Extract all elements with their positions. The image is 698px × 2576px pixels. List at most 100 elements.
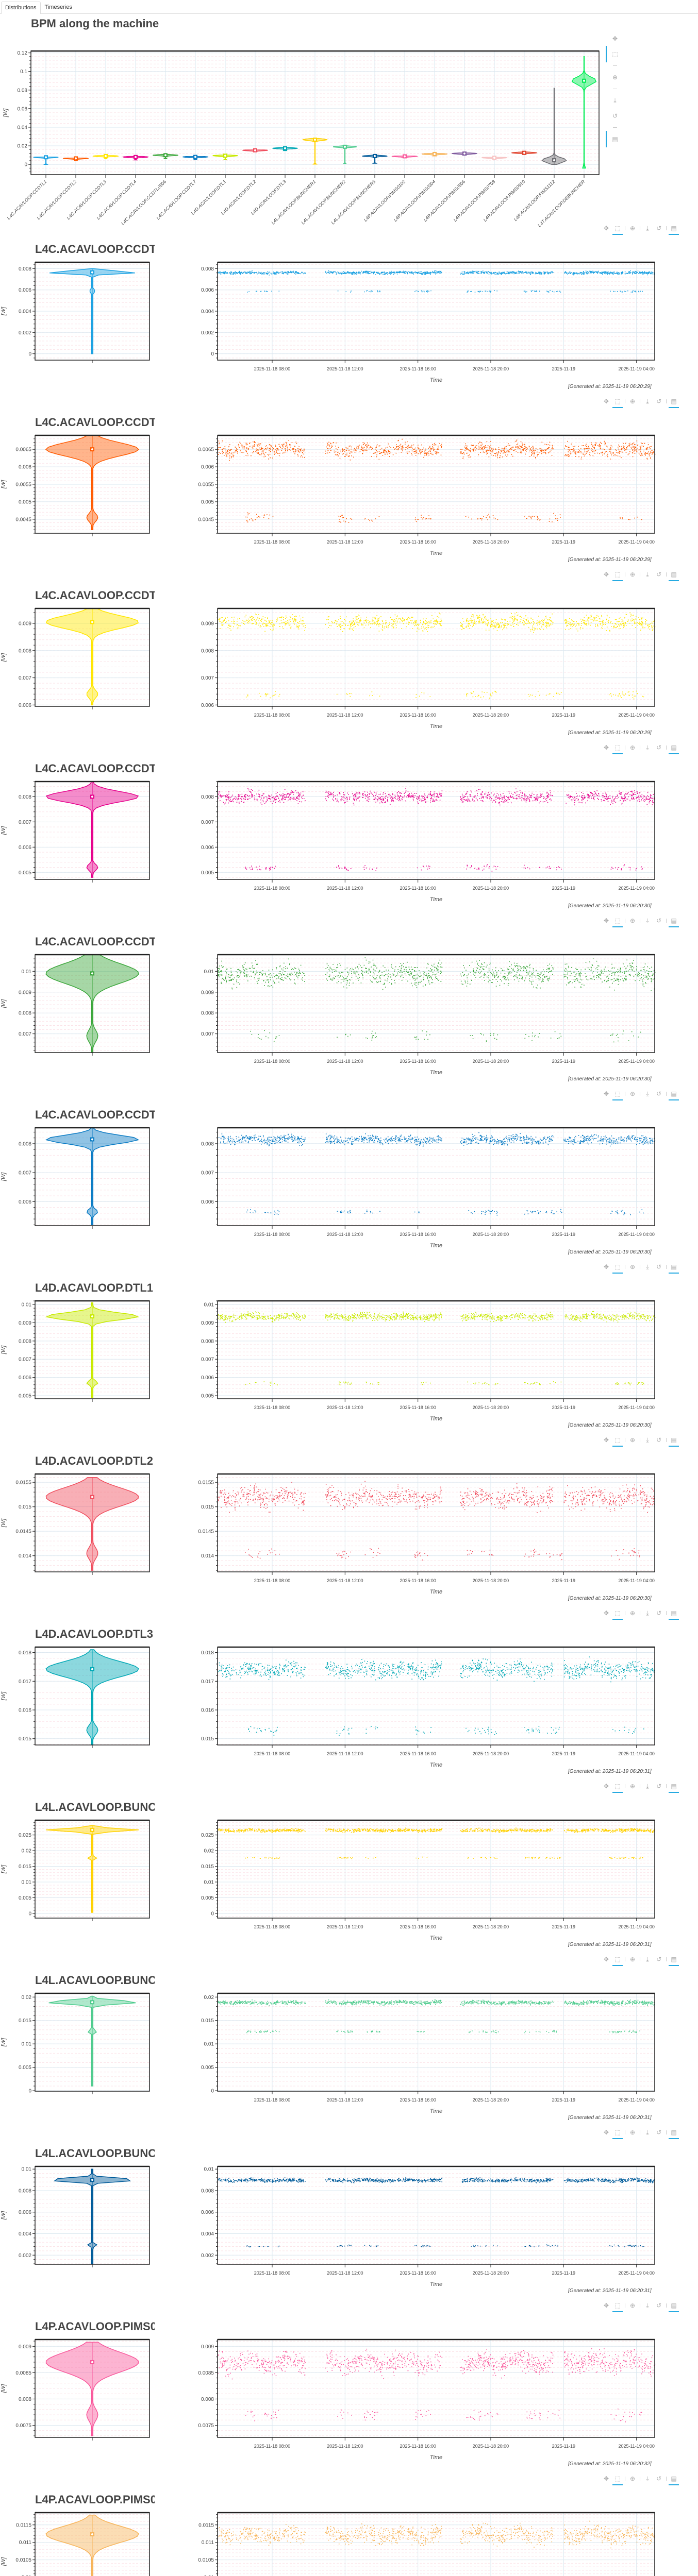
wheel-zoom-icon[interactable]: ⊕ [629, 225, 636, 232]
reset-icon[interactable]: ↺ [656, 1436, 662, 1444]
wheel-zoom-icon[interactable]: ⊕ [629, 1609, 636, 1617]
save-icon[interactable]: ⤓ [646, 743, 649, 751]
pan-icon[interactable]: ✥ [603, 1783, 609, 1790]
reset-icon[interactable]: ↺ [656, 2302, 662, 2309]
panel-plots[interactable]: 0 0.005 0.01 0.015 0.02 0.025 [W] 0 0.005 0.01 0.0… [0, 1774, 698, 1947]
timeseries-main-band[interactable] [218, 2520, 655, 2549]
save-icon[interactable]: ⤓ [646, 917, 649, 924]
wheel-zoom-icon[interactable]: ⊕ [629, 744, 636, 751]
pan-icon[interactable]: ✥ [603, 571, 609, 578]
hover-icon[interactable]: ▤ [606, 131, 619, 147]
box-zoom-icon[interactable]: ⬚ [612, 743, 623, 754]
panel-plots[interactable]: 0.0075 0.008 0.0085 0.009 [W] 0.0075 0.008 0.00… [0, 2293, 698, 2466]
timeseries-main-band[interactable] [218, 2177, 655, 2183]
timeseries-main-band[interactable] [218, 1481, 655, 1513]
reset-icon[interactable]: ↺ [656, 1783, 662, 1790]
timeseries-main-band[interactable] [218, 1132, 656, 1147]
box-zoom-icon[interactable]: ⬚ [612, 1955, 623, 1966]
pan-icon[interactable]: ✥ [603, 1436, 609, 1444]
pan-icon[interactable]: ✥ [603, 398, 609, 405]
reset-icon[interactable]: ↺ [656, 571, 662, 578]
wheel-zoom-icon[interactable]: ⊕ [629, 1956, 636, 1963]
reset-icon[interactable]: ↺ [612, 112, 618, 120]
save-icon[interactable]: ⤓ [646, 2475, 649, 2482]
box-zoom-icon[interactable]: ⬚ [612, 397, 623, 408]
save-icon[interactable]: ⤓ [646, 1609, 649, 1617]
timeseries-main-band[interactable] [218, 1999, 655, 2006]
pan-icon[interactable]: ✥ [603, 917, 609, 924]
pan-icon[interactable]: ✥ [603, 1090, 609, 1097]
box-zoom-icon[interactable]: ⬚ [612, 224, 623, 235]
reset-icon[interactable]: ↺ [656, 1263, 662, 1270]
wheel-zoom-icon[interactable]: ⊕ [629, 2475, 636, 2482]
save-icon[interactable]: ⤓ [646, 1955, 649, 1963]
timeseries-outliers[interactable] [245, 1548, 640, 1561]
hover-icon[interactable]: ▤ [669, 224, 679, 235]
box-zoom-icon[interactable]: ⬚ [606, 46, 619, 62]
save-icon[interactable]: ⤓ [646, 1782, 649, 1790]
wheel-zoom-icon[interactable]: ⊕ [612, 74, 618, 81]
wheel-zoom-icon[interactable]: ⊕ [629, 1263, 636, 1270]
box-zoom-icon[interactable]: ⬚ [612, 570, 623, 581]
pan-icon[interactable]: ✥ [603, 1956, 609, 1963]
reset-icon[interactable]: ↺ [656, 1609, 662, 1617]
timeseries-main-band[interactable] [218, 957, 656, 991]
timeseries-main-band[interactable] [218, 2348, 656, 2380]
reset-icon[interactable]: ↺ [656, 1956, 662, 1963]
reset-icon[interactable]: ↺ [656, 744, 662, 751]
timeseries-main-band[interactable] [218, 1311, 656, 1323]
save-icon[interactable]: ⤓ [646, 397, 649, 405]
timeseries-outliers[interactable] [247, 290, 643, 293]
box-zoom-icon[interactable]: ⬚ [612, 1436, 623, 1447]
hover-icon[interactable]: ▤ [669, 917, 679, 927]
panel-plots[interactable]: 0 0.005 0.01 0.015 0.02 [W] 0 0.005 0.01 0.015 0.0… [0, 1947, 698, 2120]
hover-icon[interactable]: ▤ [669, 397, 679, 408]
wheel-zoom-icon[interactable]: ⊕ [629, 2129, 636, 2136]
pan-icon[interactable]: ✥ [612, 35, 618, 42]
save-icon[interactable]: ⤓ [646, 224, 649, 232]
save-icon[interactable]: ⤓ [646, 1263, 649, 1270]
pan-icon[interactable]: ✥ [603, 1609, 609, 1617]
wheel-zoom-icon[interactable]: ⊕ [629, 2302, 636, 2309]
pan-icon[interactable]: ✥ [603, 744, 609, 751]
hover-icon[interactable]: ▤ [669, 2475, 679, 2485]
hover-icon[interactable]: ▤ [669, 743, 679, 754]
hover-icon[interactable]: ▤ [669, 570, 679, 581]
hover-icon[interactable]: ▤ [669, 2301, 679, 2312]
reset-icon[interactable]: ↺ [656, 2129, 662, 2136]
pan-icon[interactable]: ✥ [603, 2302, 609, 2309]
pan-icon[interactable]: ✥ [603, 2475, 609, 2482]
timeseries-main-band[interactable] [218, 270, 655, 276]
wheel-zoom-icon[interactable]: ⊕ [629, 1783, 636, 1790]
panel-plots[interactable]: 0.014 0.0145 0.015 0.0155 [W] 0.014 0.0145 0.01… [0, 1428, 698, 1601]
panel-plots[interactable]: 0.007 0.008 0.009 0.01 [W] 0.007 0.008 0.009 0.0… [0, 908, 698, 1081]
timeseries-main-band[interactable] [218, 1656, 655, 1683]
reset-icon[interactable]: ↺ [656, 1090, 662, 1097]
box-zoom-icon[interactable]: ⬚ [612, 1782, 623, 1793]
save-icon[interactable]: ⤓ [646, 2128, 649, 2136]
hover-icon[interactable]: ▤ [669, 1090, 679, 1100]
box-zoom-icon[interactable]: ⬚ [612, 917, 623, 927]
panel-plots[interactable]: 0.006 0.007 0.008 0.009 [W] 0.006 0.007 0.008 0.… [0, 562, 698, 735]
reset-icon[interactable]: ↺ [656, 2475, 662, 2482]
hover-icon[interactable]: ▤ [669, 1609, 679, 1620]
hover-icon[interactable]: ▤ [669, 1782, 679, 1793]
timeseries-main-band[interactable] [218, 788, 655, 806]
panel-plots[interactable]: 0.015 0.016 0.017 0.018 [W] 0.015 0.016 0.017 0.… [0, 1601, 698, 1774]
pan-icon[interactable]: ✥ [603, 1263, 609, 1270]
box-zoom-icon[interactable]: ⬚ [612, 2475, 623, 2485]
hover-icon[interactable]: ▤ [669, 1263, 679, 1274]
panel-plots[interactable]: 0.0045 0.005 0.0055 0.006 0.0065 [W] 0.0045 0.0… [0, 389, 698, 562]
wheel-zoom-icon[interactable]: ⊕ [629, 1436, 636, 1444]
wheel-zoom-icon[interactable]: ⊕ [629, 571, 636, 578]
timeseries-outliers[interactable] [246, 2030, 641, 2033]
tab-distributions[interactable]: Distributions [1, 2, 41, 14]
timeseries-main-band[interactable] [218, 1827, 655, 1833]
save-icon[interactable]: ⤓ [646, 1436, 649, 1444]
tab-timeseries[interactable]: Timeseries [44, 4, 72, 10]
panel-plots[interactable]: 0.002 0.004 0.006 0.008 0.01 [W] 0.002 0.004 0.0… [0, 2120, 698, 2293]
wheel-zoom-icon[interactable]: ⊕ [629, 1090, 636, 1097]
reset-icon[interactable]: ↺ [656, 917, 662, 924]
save-icon[interactable]: ⤓ [646, 2301, 649, 2309]
wheel-zoom-icon[interactable]: ⊕ [629, 398, 636, 405]
